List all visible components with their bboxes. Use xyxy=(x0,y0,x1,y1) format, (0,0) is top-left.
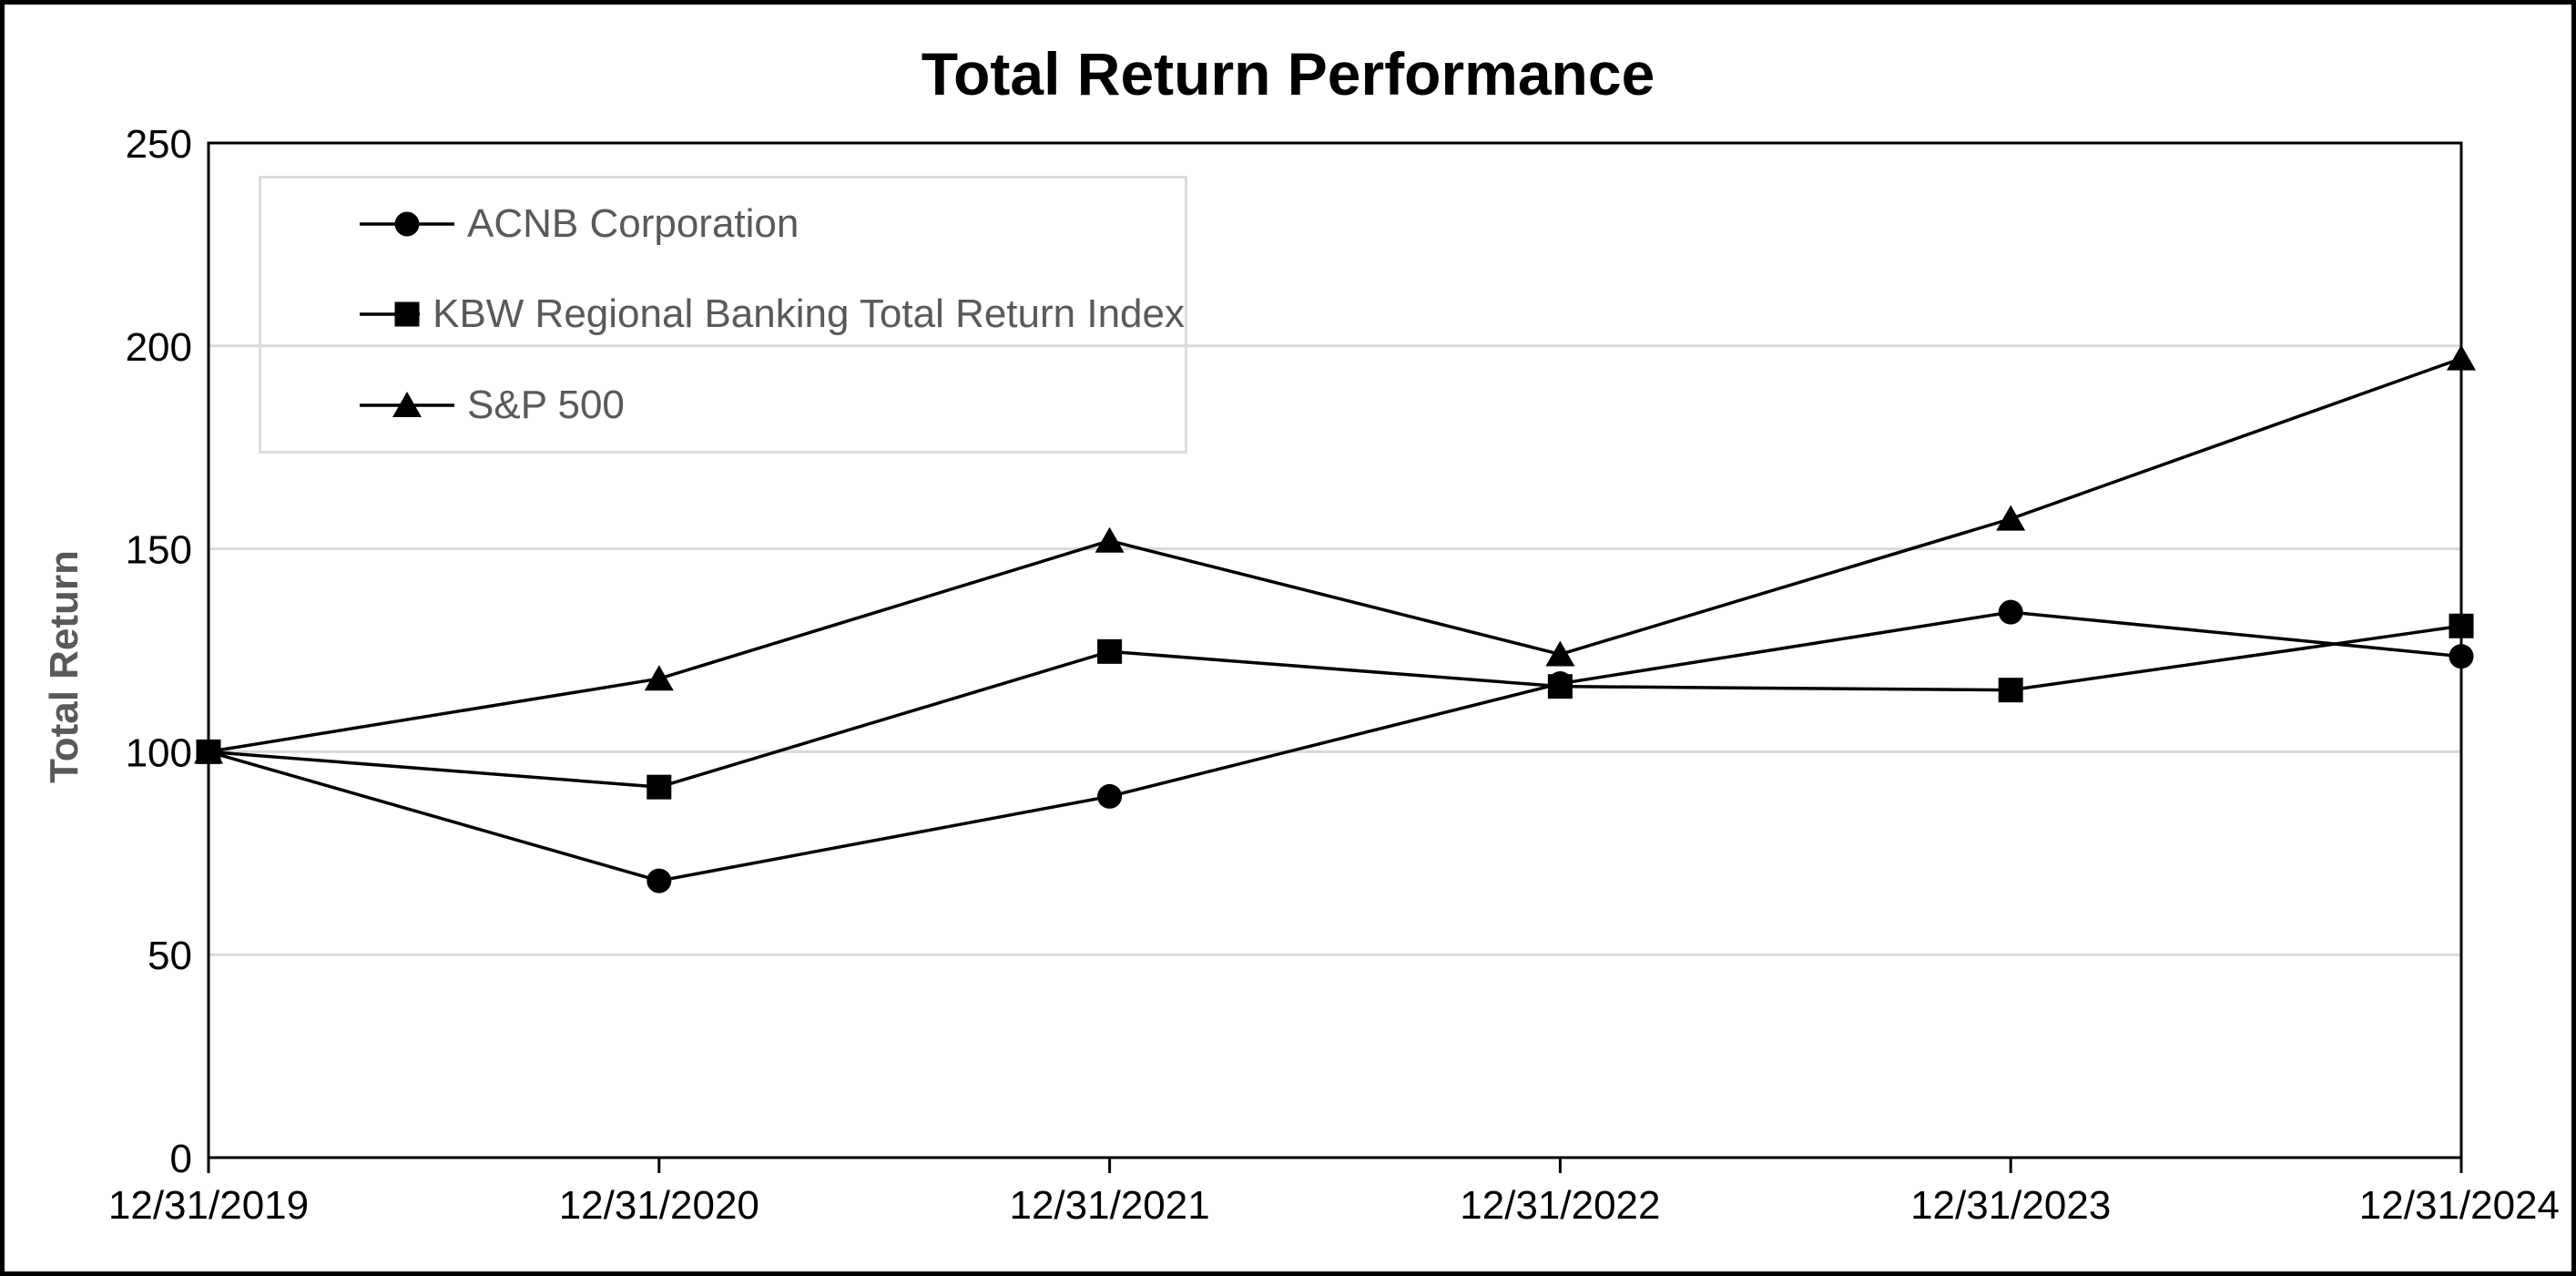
legend: ACNB Corporation KBW Regional Banking Tot… xyxy=(259,176,1187,454)
square-marker xyxy=(1097,638,1123,664)
y-tick-label: 50 xyxy=(148,934,192,978)
square-marker xyxy=(1547,674,1573,699)
series-line-acnb-corporation xyxy=(208,610,2462,883)
legend-item-label: S&P 500 xyxy=(467,383,625,428)
circle-marker xyxy=(1998,599,2023,625)
chart-title: Total Return Performance xyxy=(921,40,1655,107)
triangle-marker xyxy=(1996,505,2026,531)
circle-marker xyxy=(2449,644,2474,669)
legend-item-label: ACNB Corporation xyxy=(467,200,799,246)
triangle-marker xyxy=(1545,640,1575,667)
series-line-s-p-500 xyxy=(208,356,2462,754)
legend-item: S&P 500 xyxy=(360,383,1185,428)
series-line-kbw-regional-banking-total-return-index xyxy=(208,624,2462,789)
x-tick-label: 12/31/2020 xyxy=(559,1183,759,1228)
line-chart-plot: 0 50 100 150 200 250 12/31/2019 12/31/2020 12/31… xyxy=(108,122,2560,1228)
legend-item: KBW Regional Banking Total Return Index xyxy=(360,291,1185,337)
x-tick-label: 12/31/2022 xyxy=(1460,1183,1660,1228)
x-tick-label: 12/31/2024 xyxy=(2359,1183,2560,1228)
y-tick-label: 150 xyxy=(126,528,192,573)
circle-legend-marker-icon xyxy=(360,211,454,237)
circle-marker xyxy=(647,868,672,893)
square-legend-marker-icon xyxy=(360,301,421,327)
square-marker xyxy=(2449,613,2474,638)
triangle-marker xyxy=(2447,344,2476,371)
triangle-marker xyxy=(1095,526,1125,553)
y-tick-label: 0 xyxy=(170,1137,192,1181)
legend-item: ACNB Corporation xyxy=(360,201,1185,247)
legend-item-label: KBW Regional Banking Total Return Index xyxy=(433,291,1185,337)
square-marker xyxy=(1998,678,2023,703)
square-marker xyxy=(647,774,672,800)
y-tick-label: 250 xyxy=(126,122,192,167)
x-tick-label: 12/31/2023 xyxy=(1910,1183,2111,1228)
x-tick-label: 12/31/2019 xyxy=(108,1183,309,1228)
x-tick-label: 12/31/2021 xyxy=(1009,1183,1209,1228)
circle-marker xyxy=(1097,783,1123,809)
square-marker xyxy=(196,739,221,764)
y-tick-label: 100 xyxy=(126,730,192,775)
triangle-marker xyxy=(644,665,674,691)
y-tick-label: 200 xyxy=(126,325,192,370)
triangle-legend-marker-icon xyxy=(360,392,454,418)
